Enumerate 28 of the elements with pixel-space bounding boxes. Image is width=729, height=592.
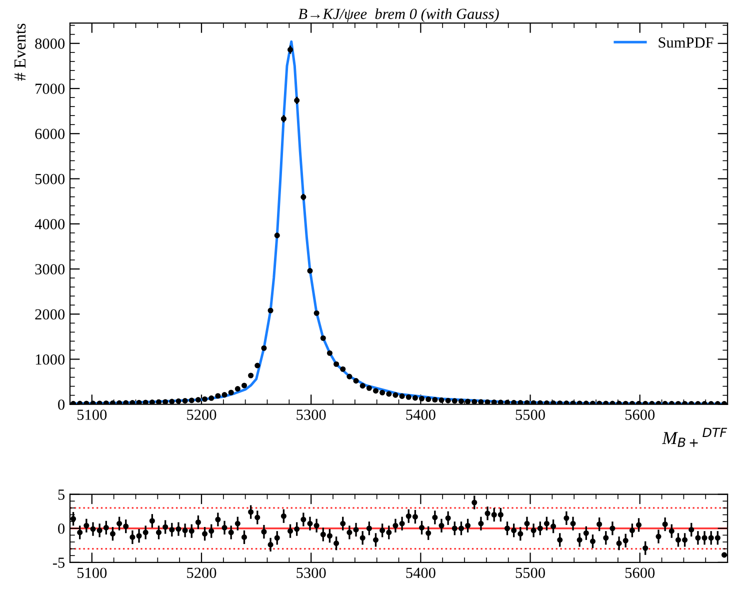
x-tick-label: 5500	[516, 568, 545, 578]
x-tick-label: 5600	[625, 568, 655, 578]
y-tick-label: 6000	[35, 128, 65, 140]
x-tick-label: 5100	[78, 410, 107, 420]
y-tick-label: -5	[52, 558, 65, 568]
x-axis-title: M$_{B+}$$^{DTF}$	[662, 428, 728, 447]
y-tick-label: 1000	[36, 354, 65, 365]
y-tick-label: 3000	[35, 264, 65, 274]
y-tick-label: 8000	[35, 38, 65, 49]
y-tick-label: 0	[58, 399, 65, 410]
x-tick-label: 5300	[296, 410, 326, 420]
y-tick-label: 0	[58, 524, 65, 534]
x-tick-label: 5400	[406, 410, 436, 420]
legend-label: SumPDF	[658, 37, 714, 48]
x-tick-label: 5100	[78, 568, 107, 578]
y-tick-label: 2000	[35, 309, 65, 320]
x-tick-label: 5300	[296, 568, 326, 578]
y-tick-label: 4000	[34, 219, 65, 230]
y-tick-label: 7000	[36, 84, 65, 94]
y-tick-label: 5000	[35, 174, 65, 184]
x-tick-label: 5200	[187, 568, 216, 578]
x-tick-label: 5500	[516, 410, 545, 420]
x-tick-label: 5200	[187, 410, 216, 420]
y-axis-title: # Events	[14, 24, 26, 81]
x-tick-label: 5600	[625, 410, 655, 420]
chart-title: B→KJ/ψee brem 0 (with Gauss)	[298, 8, 499, 22]
y-tick-label: 5	[58, 490, 65, 500]
x-tick-label: 5400	[406, 568, 436, 578]
